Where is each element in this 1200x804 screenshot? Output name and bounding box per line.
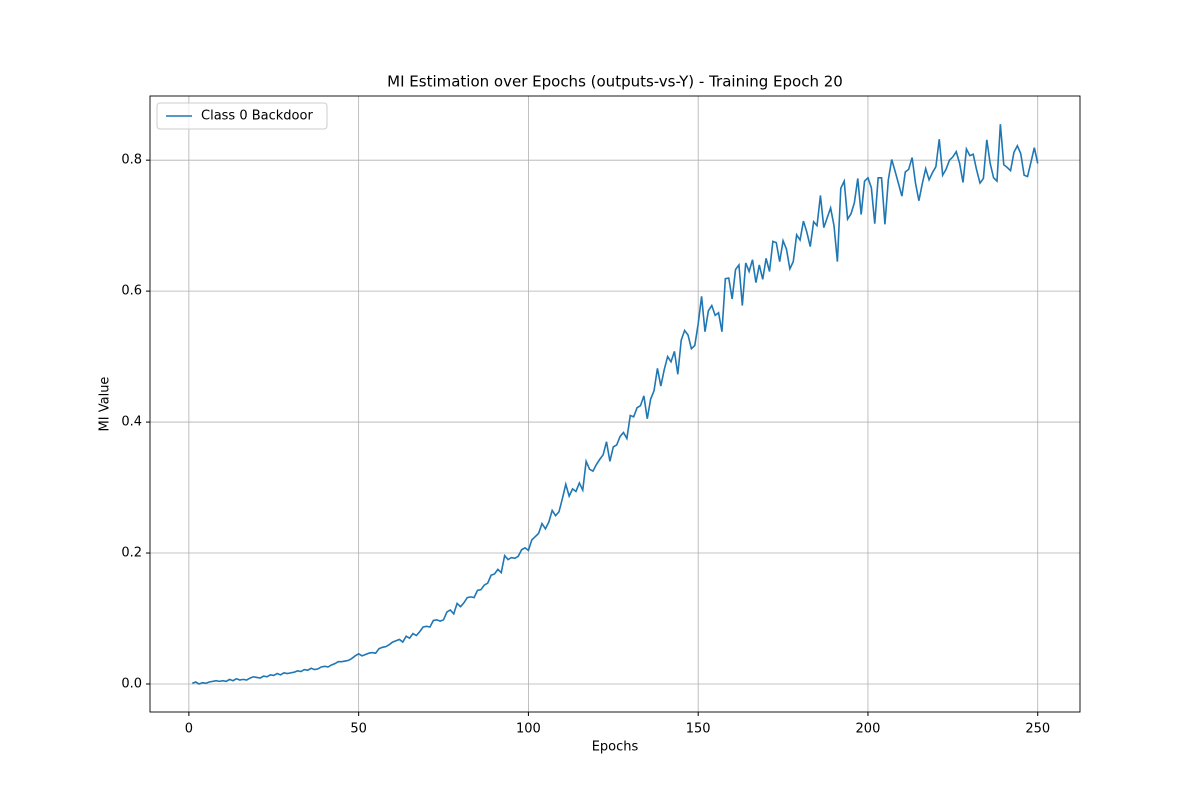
x-tick-label: 0	[185, 722, 193, 737]
x-tick-label: 250	[1025, 722, 1050, 737]
x-axis-label: Epochs	[592, 740, 639, 755]
chart-title: MI Estimation over Epochs (outputs-vs-Y)…	[387, 73, 843, 91]
x-tick-label: 100	[516, 722, 541, 737]
plot-frame	[149, 95, 1081, 713]
legend-label: Class 0 Backdoor	[201, 109, 313, 124]
y-tick-label: 0.8	[121, 153, 142, 168]
y-axis-label: MI Value	[98, 377, 113, 432]
y-tick-label: 0.2	[121, 546, 142, 561]
x-tick-label: 50	[350, 722, 367, 737]
x-tick-label: 200	[856, 722, 881, 737]
legend-box	[156, 102, 328, 130]
y-tick-label: 0.6	[121, 284, 142, 299]
y-tick-label: 0.0	[121, 676, 142, 691]
x-tick-label: 150	[686, 722, 711, 737]
y-tick-label: 0.4	[121, 415, 142, 430]
data-line	[191, 124, 1039, 685]
